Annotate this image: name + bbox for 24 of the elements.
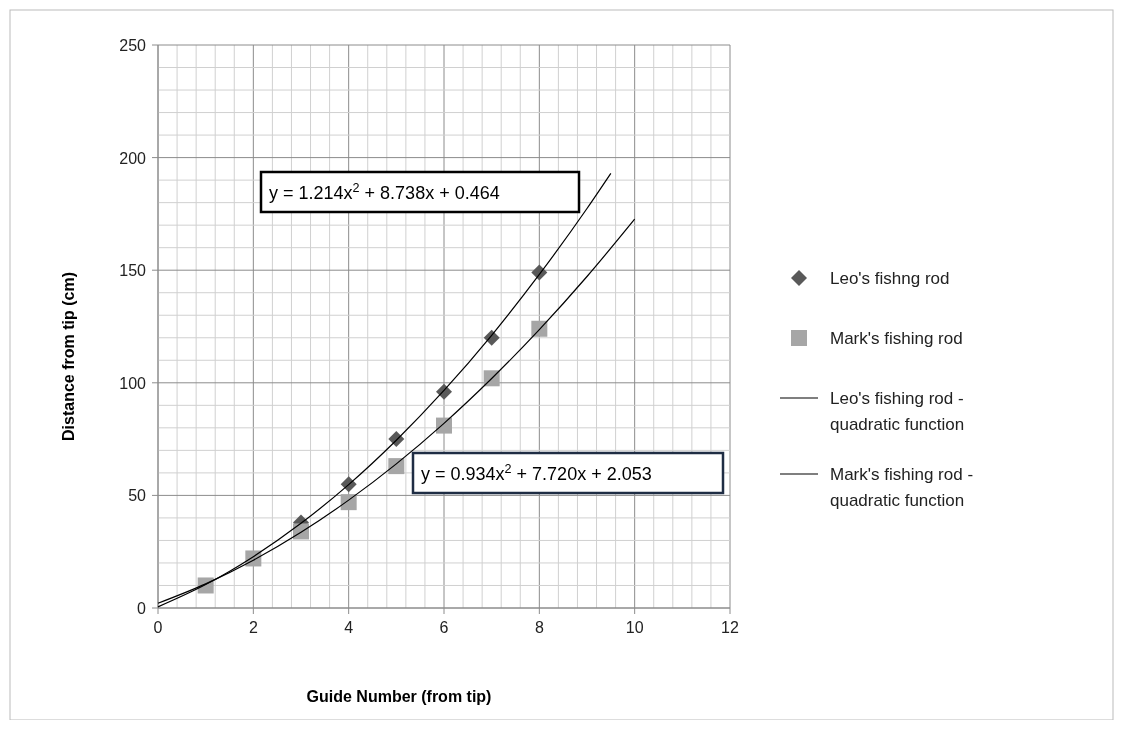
x-tick-label: 4 [344, 619, 354, 636]
legend-label: Leo's fishng rod [830, 269, 950, 288]
y-tick-label: 250 [119, 37, 147, 54]
equation-box: y = 0.934x$^{2}$ + 7.720x + 2.053 [411, 451, 725, 495]
x-tick-label: 0 [153, 619, 163, 636]
annotation: y = 0.934x$^{2}$ + 7.720x + 2.053 [421, 462, 652, 484]
y-axis-title: Distance from tip (cm) [60, 272, 77, 441]
x-tick-label: 6 [439, 619, 449, 636]
y-tick-label: 50 [128, 487, 147, 505]
legend-label: Mark's fishing rod - quadratic function [830, 465, 974, 510]
y-tick-label: 150 [119, 262, 147, 280]
legend-label: Mark's fishing rod [830, 329, 963, 348]
x-tick-label: 10 [625, 619, 644, 636]
legend-label: Leo's fishing rod - quadratic function [830, 389, 965, 434]
x-tick-label: 2 [248, 619, 258, 636]
point [436, 417, 452, 434]
equation-box: y = 1.214x$^{2}$ + 8.738x + 0.464 [259, 170, 581, 214]
y-tick-label: 200 [119, 149, 147, 167]
x-tick-label: 12 [721, 619, 739, 636]
annotation: y = 1.214x$^{2}$ + 8.738x + 0.464 [269, 181, 500, 203]
x-tick-label: 8 [534, 619, 544, 636]
y-tick-label: 100 [119, 374, 147, 392]
x-axis-title: Guide Number (from tip) [306, 688, 492, 705]
y-tick-label: 0 [137, 600, 147, 617]
